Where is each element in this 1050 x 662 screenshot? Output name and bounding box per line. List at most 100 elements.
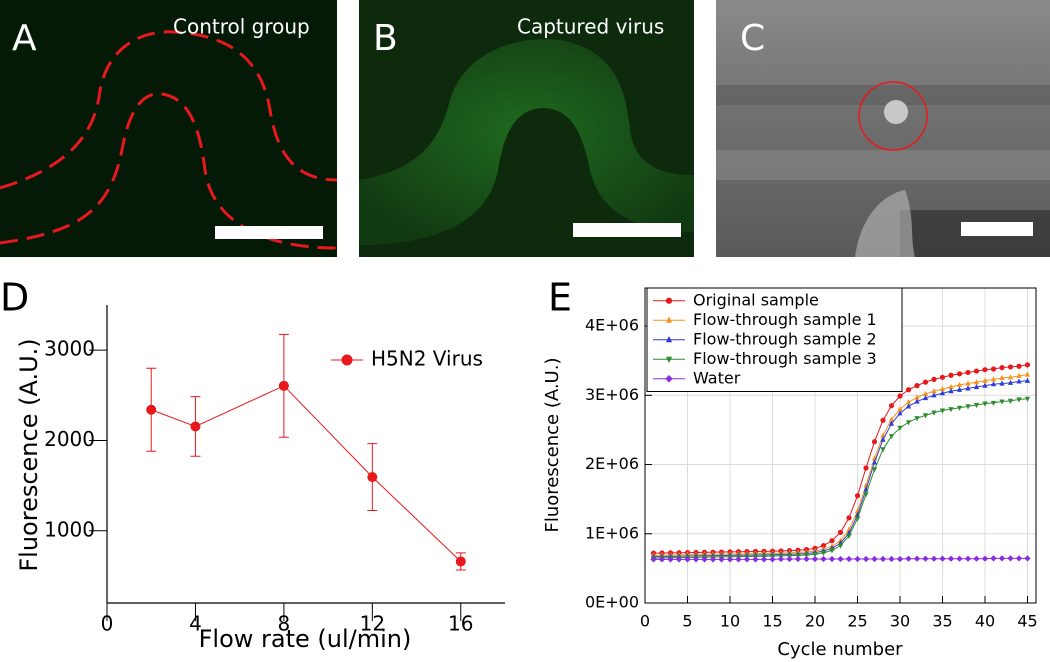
marker [931,392,937,398]
marker [665,375,673,383]
y-tick-label: 3000 [44,337,95,361]
y-tick-label: 0E+00 [585,593,639,612]
x-tick-label: 45 [1017,612,1037,631]
image-a [0,0,337,257]
y-tick-label: 4E+06 [585,316,639,335]
marker [956,405,963,411]
marker [982,377,988,383]
x-tick-label: 4 [189,612,202,636]
marker [990,366,997,372]
marker [922,379,929,385]
marker [905,420,912,426]
series-line [653,364,1028,554]
marker [684,556,691,563]
marker [1024,396,1031,402]
marker [743,556,751,563]
marker [726,556,734,563]
marker [752,556,759,563]
marker [1016,372,1022,379]
marker [982,382,988,388]
marker [998,555,1006,562]
marker [777,555,785,563]
marker [871,555,878,563]
marker [982,367,988,373]
marker [1016,378,1022,384]
x-tick-label: 15 [762,612,782,631]
x-axis-title: Flow rate (ul/min) [199,625,412,653]
marker [650,556,657,563]
y-tick-label: 2E+06 [585,454,639,473]
marker [367,472,378,483]
marker [939,555,946,562]
marker [863,492,869,498]
y-axis-title: Fluorescence (A.U.) [542,358,563,533]
marker [667,556,674,563]
marker [948,372,954,378]
marker [846,515,852,521]
marker [854,516,861,522]
marker [990,376,997,382]
y-tick-label: 2000 [44,427,95,451]
panel-letter: D [0,276,29,320]
marker [990,381,997,387]
marker [879,555,887,563]
marker [1024,377,1031,383]
marker [845,555,853,563]
marker [973,368,980,374]
marker [888,420,895,426]
marker [278,380,289,391]
marker [956,555,963,562]
marker [665,336,673,343]
scale-bar [573,223,681,237]
x-axis-title: Cycle number [777,639,903,660]
marker [837,543,844,549]
x-tick-label: 20 [805,612,825,631]
x-tick-label: 16 [448,612,473,636]
legend-label: Flow-through sample 1 [693,310,877,329]
marker [658,556,666,563]
scale-bar [961,222,1033,236]
panel-c: C [716,0,1050,257]
marker [897,406,903,412]
marker [888,434,895,440]
marker [897,393,903,399]
panel-letter: B [373,18,398,59]
x-tick-label: 25 [847,612,867,631]
x-tick-label: 12 [360,612,385,636]
x-tick-label: 35 [932,612,952,631]
marker [665,356,673,363]
marker [922,413,929,419]
marker [665,297,673,304]
x-tick-label: 30 [890,612,910,631]
marker [931,388,937,394]
marker [871,459,878,465]
marker [811,555,819,563]
x-tick-label: 0 [640,612,650,631]
marker [914,398,920,404]
marker [1016,397,1022,403]
marker [794,555,802,563]
marker [939,408,946,414]
series-line [151,385,462,562]
marker [914,394,920,400]
marker [786,555,793,563]
marker [896,555,904,563]
marker [965,380,971,386]
marker [760,556,768,563]
particle [884,100,908,124]
marker [982,401,988,407]
texture [716,85,1050,105]
marker [718,556,725,563]
marker [675,556,683,563]
channel-fluorescence [359,39,694,245]
channel-edge [0,30,338,190]
marker [956,386,963,392]
highlight-circle [858,81,928,151]
marker [803,552,810,559]
marker [1007,555,1014,562]
marker [939,385,946,392]
marker [897,425,903,431]
marker [973,379,980,385]
marker [965,369,971,376]
marker [871,439,878,445]
